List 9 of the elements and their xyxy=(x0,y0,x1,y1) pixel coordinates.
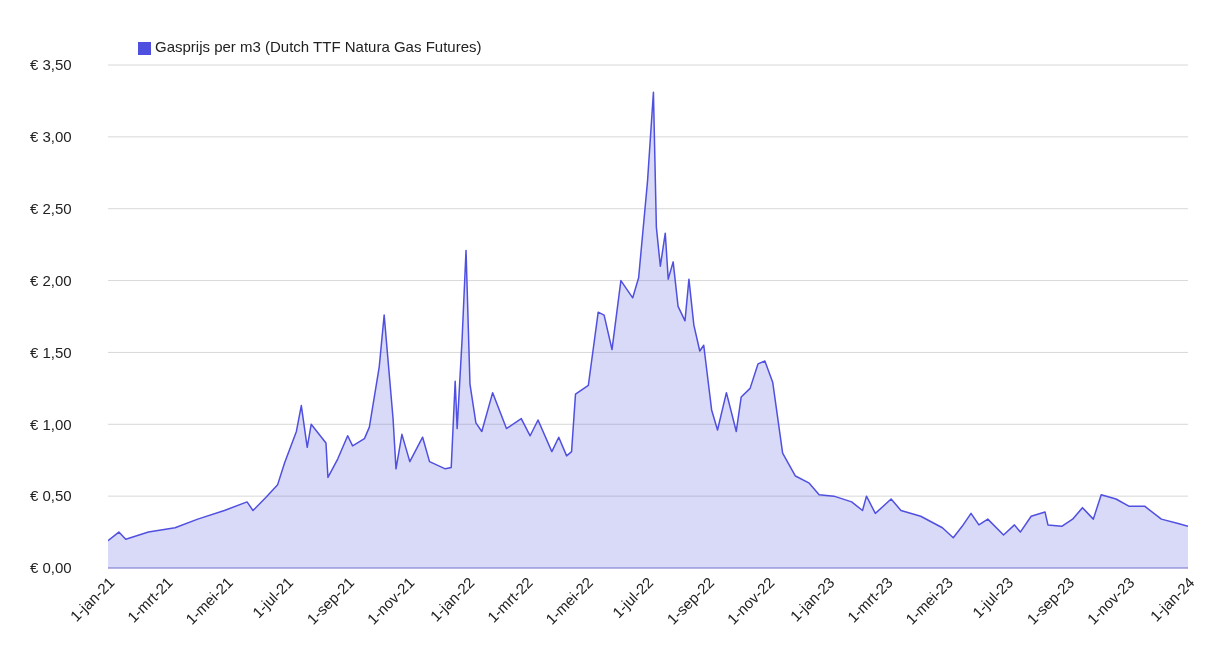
y-tick-label: € 3,50 xyxy=(30,56,72,74)
y-tick-label: € 2,00 xyxy=(30,271,72,289)
y-tick-label: € 0,50 xyxy=(30,487,72,505)
y-tick-label: € 2,50 xyxy=(30,200,72,218)
y-tick-label: € 1,00 xyxy=(30,415,72,433)
y-tick-label: € 3,00 xyxy=(30,128,72,146)
legend-label: Gasprijs per m3 (Dutch TTF Natura Gas Futures) xyxy=(155,38,482,55)
y-tick-label: € 1,50 xyxy=(30,343,72,361)
y-tick-label: € 0,00 xyxy=(30,559,72,577)
